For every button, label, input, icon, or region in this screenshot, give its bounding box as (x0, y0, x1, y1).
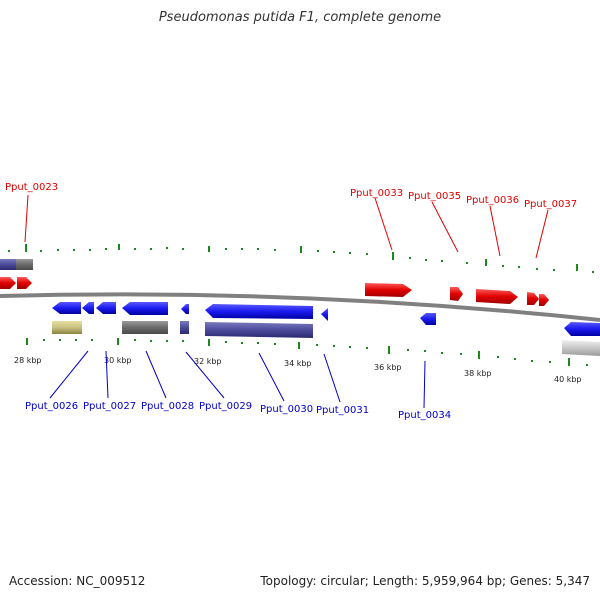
gene-label[interactable]: Pput_0037 (524, 199, 577, 210)
genome-summary-text: Topology: circular; Length: 5,959,964 bp… (260, 574, 590, 588)
gene-label[interactable]: Pput_0035 (408, 191, 461, 202)
minus-gene-arrow[interactable] (205, 304, 313, 319)
minus-label-leaders (49, 350, 426, 409)
gene-label[interactable]: Pput_0023 (5, 182, 58, 193)
scale-label: 30 kbp (104, 356, 132, 365)
gene-label[interactable]: Pput_0031 (316, 405, 369, 416)
gene-label[interactable]: Pput_0028 (141, 401, 194, 412)
plus-gene-arrow[interactable] (365, 283, 412, 297)
lower-tick-marks (26, 338, 588, 366)
plus-gene-arrow[interactable] (539, 294, 549, 306)
gene-label[interactable]: Pput_0033 (350, 188, 403, 199)
gene-label[interactable]: Pput_0027 (83, 401, 136, 412)
map-title: Pseudomonas putida F1, complete genome (158, 10, 442, 25)
gene-label[interactable]: Pput_0029 (199, 401, 252, 412)
scale-label: 32 kbp (194, 357, 222, 366)
plus-gene-arrow[interactable] (0, 277, 16, 289)
minus-gene-arrow[interactable] (321, 308, 328, 321)
plus-label-leaders (24, 194, 549, 259)
scale-label: 34 kbp (284, 359, 312, 368)
scale-label: 28 kbp (14, 356, 42, 365)
gene-label[interactable]: Pput_0034 (398, 410, 451, 421)
minus-strand-genes (52, 302, 600, 336)
gene-label[interactable]: Pput_0030 (260, 404, 313, 415)
scale-label: 36 kbp (374, 363, 402, 372)
gene-feature-purple[interactable] (180, 321, 189, 334)
minus-gene-arrow[interactable] (52, 302, 81, 314)
minus-gene-arrow[interactable] (122, 302, 168, 315)
feature-track (52, 321, 600, 356)
gene-label[interactable]: Pput_0036 (466, 195, 519, 206)
gene-feature-olive[interactable] (52, 321, 82, 334)
gene-feature-partial[interactable] (16, 259, 33, 270)
minus-gene-arrow[interactable] (181, 304, 189, 314)
scale-label: 40 kbp (554, 375, 582, 384)
gene-label[interactable]: Pput_0026 (25, 401, 78, 412)
upper-tick-marks (8, 244, 594, 273)
plus-gene-arrow[interactable] (17, 277, 32, 289)
minus-gene-arrow[interactable] (82, 302, 94, 314)
plus-strand-genes (0, 277, 549, 306)
gene-feature-gray[interactable] (122, 321, 168, 334)
scale-labels: 28 kbp 30 kbp 32 kbp 34 kbp 36 kbp 38 kb… (14, 356, 582, 384)
accession-text: Accession: NC_009512 (9, 574, 146, 588)
minus-gene-labels: Pput_0026 Pput_0027 Pput_0028 Pput_0029 … (25, 401, 451, 421)
genome-backbone (0, 292, 600, 322)
gene-feature-partial[interactable] (0, 259, 16, 270)
gene-feature-light[interactable] (562, 340, 600, 356)
plus-gene-arrow[interactable] (527, 292, 539, 305)
plus-gene-labels: Pput_0023 Pput_0033 Pput_0035 Pput_0036 … (5, 182, 577, 210)
scale-label: 38 kbp (464, 369, 492, 378)
gene-feature-purple[interactable] (205, 322, 313, 338)
minus-gene-arrow[interactable] (564, 322, 600, 336)
minus-gene-arrow[interactable] (420, 313, 436, 325)
minus-gene-arrow[interactable] (96, 302, 116, 314)
plus-gene-arrow[interactable] (450, 287, 463, 301)
plus-gene-arrow[interactable] (476, 289, 518, 304)
